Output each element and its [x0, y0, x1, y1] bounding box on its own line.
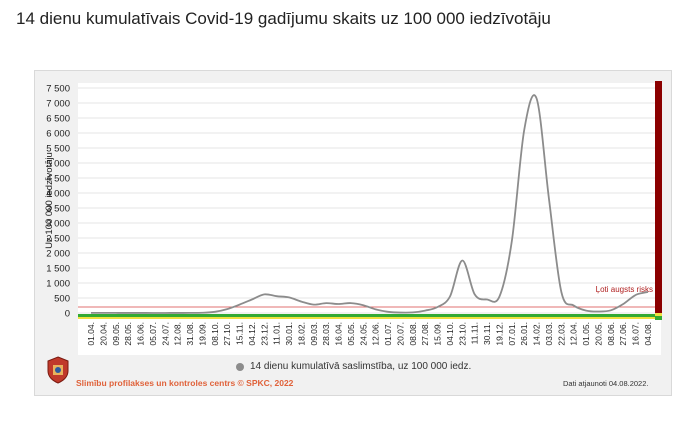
- y-tick-label: 2 500: [46, 234, 70, 245]
- y-tick-label: 3 500: [46, 204, 70, 215]
- x-tick-label: 01.05.: [581, 322, 591, 346]
- x-tick-label: 20.04.: [98, 322, 108, 346]
- x-tick-label: 20.05.: [593, 322, 603, 346]
- x-tick-label: 15.09.: [433, 322, 443, 346]
- y-tick-label: 7 000: [46, 99, 70, 110]
- x-tick-label: 23.12.: [259, 322, 269, 346]
- legend-label: 14 dienu kumulatīvā saslimstība, uz 100 …: [250, 361, 472, 372]
- footer-source: Slimību profilakses un kontroles centrs …: [76, 378, 294, 388]
- x-tick-label: 26.01.: [519, 322, 529, 346]
- x-tick-label: 11.11.: [470, 322, 480, 344]
- x-tick-label: 04.08.: [643, 322, 653, 346]
- x-tick-label: 16.06.: [136, 322, 146, 346]
- x-tick-label: 15.11.: [235, 322, 245, 345]
- x-tick-label: 24.05.: [358, 322, 368, 346]
- x-tick-label: 27.10.: [222, 322, 232, 346]
- x-tick-label: 04.12.: [247, 322, 257, 346]
- risk-bar-yellow: [655, 313, 662, 316]
- spkc-logo-icon: [47, 356, 69, 384]
- y-tick-label: 2 000: [46, 249, 70, 260]
- y-axis-label: Uz 100 000 iedzīvotāju: [44, 152, 55, 249]
- x-tick-label: 03.03.: [544, 322, 554, 346]
- x-tick-label: 22.03.: [556, 322, 566, 346]
- legend-marker: [236, 362, 244, 371]
- y-tick-label: 5 500: [46, 144, 70, 155]
- x-tick-label: 27.08.: [420, 322, 430, 346]
- legend: 14 dienu kumulatīvā saslimstība, uz 100 …: [236, 361, 471, 372]
- x-tick-label: 05.07.: [148, 322, 158, 346]
- x-tick-label: 08.06.: [606, 322, 616, 346]
- x-tick-label: 31.08.: [185, 322, 195, 346]
- x-tick-label: 16.07.: [631, 322, 641, 346]
- risk-band-low: [78, 314, 656, 317]
- x-tick-label: 19.12.: [494, 322, 504, 346]
- x-tick-label: 30.01.: [284, 322, 294, 346]
- x-tick-label: 01.07.: [383, 322, 393, 346]
- y-tick-label: 5 000: [46, 159, 70, 170]
- risk-threshold-label: Ļoti augsts risks: [596, 285, 653, 294]
- x-tick-label: 08.10.: [210, 322, 220, 346]
- y-tick-label: 7 500: [46, 84, 70, 95]
- x-tick-label: 01.04.: [86, 322, 96, 346]
- page-title: 14 dienu kumulatīvais Covid-19 gadījumu …: [16, 9, 551, 28]
- risk-bar: [655, 81, 662, 313]
- y-tick-label: 6 500: [46, 114, 70, 125]
- y-tick-label: 4 000: [46, 189, 70, 200]
- x-tick-label: 30.11.: [482, 322, 492, 345]
- y-tick-label: 3 000: [46, 219, 70, 230]
- y-tick-label: 6 000: [46, 129, 70, 140]
- x-tick-label: 12.08.: [173, 322, 183, 346]
- y-tick-label: 500: [54, 294, 70, 305]
- x-tick-label: 09.03.: [309, 322, 319, 346]
- x-tick-label: 14.02.: [532, 322, 542, 346]
- footer-updated: Dati atjaunoti 04.08.2022.: [563, 379, 649, 388]
- y-tick-label: 0: [65, 309, 70, 320]
- x-tick-label: 08.08.: [408, 322, 418, 346]
- x-tick-label: 11.01.: [272, 322, 282, 345]
- x-tick-label: 23.10.: [457, 322, 467, 346]
- x-tick-label: 04.10.: [445, 322, 455, 346]
- x-tick-label: 12.04.: [569, 322, 579, 346]
- x-tick-label: 16.04.: [334, 322, 344, 346]
- x-tick-label: 19.09.: [197, 322, 207, 346]
- x-tick-label: 20.07.: [395, 322, 405, 346]
- x-tick-label: 24.07.: [160, 322, 170, 346]
- risk-bar-green: [655, 316, 662, 320]
- x-tick-label: 28.05.: [123, 322, 133, 346]
- plot-area: [78, 83, 661, 355]
- x-tick-label: 27.06.: [618, 322, 628, 346]
- x-tick-label: 09.05.: [111, 322, 121, 346]
- y-tick-label: 1 000: [46, 279, 70, 290]
- x-tick-label: 07.01.: [507, 322, 517, 346]
- y-tick-label: 4 500: [46, 174, 70, 185]
- y-tick-label: 1 500: [46, 264, 70, 275]
- x-tick-label: 28.03.: [321, 322, 331, 346]
- chart-panel: [34, 70, 672, 396]
- series-line: [90, 94, 649, 314]
- x-tick-label: 05.05.: [346, 322, 356, 346]
- risk-band-medium: [78, 317, 656, 319]
- x-tick-label: 18.02.: [296, 322, 306, 346]
- x-tick-label: 12.06.: [371, 322, 381, 346]
